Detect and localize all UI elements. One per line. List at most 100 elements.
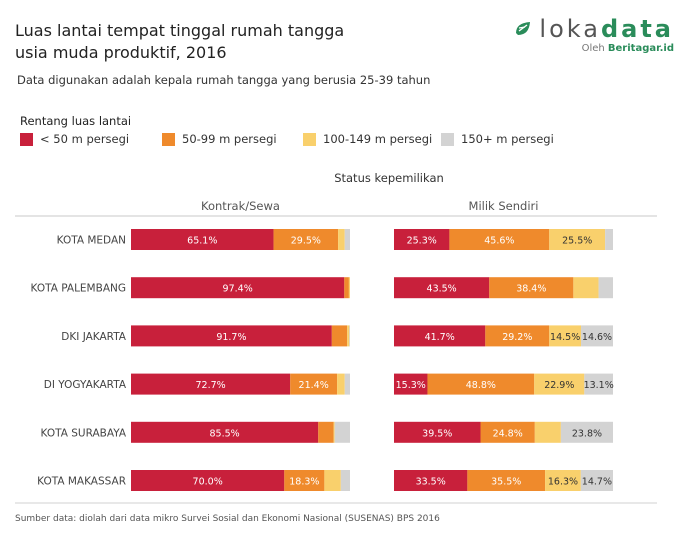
data-label: 70.0% xyxy=(193,477,223,488)
data-label: 14.6% xyxy=(582,332,612,343)
category-label-dki-jakarta: DKI JAKARTA xyxy=(61,331,127,343)
brand-by-prefix: Oleh xyxy=(581,43,605,54)
chart-title-line-2: usia muda produktif, 2016 xyxy=(15,43,227,62)
data-label: 29.2% xyxy=(502,332,532,343)
bar-segment-kontrak-sewa-kota-surabaya-150-m-persegi xyxy=(334,421,350,443)
legend: < 50 m persegi 50-99 m persegi 100-149 m p… xyxy=(20,132,680,150)
source-note: Sumber data: diolah dari data mikro Surv… xyxy=(15,514,440,524)
chart-subtitle: Data digunakan adalah kepala rumah tangg… xyxy=(17,73,431,87)
data-label: 45.6% xyxy=(484,236,514,247)
bar-segment-milik-sendiri-kota-makassar-150-m-persegi xyxy=(580,470,613,491)
panel-header-kontrak-sewa: Kontrak/Sewa xyxy=(201,199,280,213)
data-label: 72.7% xyxy=(196,380,226,391)
bar-segment-milik-sendiri-kota-palembang-150-m-persegi xyxy=(598,277,613,299)
data-label: 15.3% xyxy=(396,380,426,391)
legend-label: 100-149 m persegi xyxy=(323,132,433,146)
data-label: 22.9% xyxy=(544,380,574,391)
data-label: 14.5% xyxy=(550,332,580,343)
bar-segment-kontrak-sewa-kota-makassar-50-m-persegi xyxy=(131,470,285,491)
legend-item-100-149-m-persegi: 100-149 m persegi xyxy=(303,132,432,146)
category-label-kota-palembang: KOTA PALEMBANG xyxy=(31,283,126,295)
legend-label: 50-99 m persegi xyxy=(182,132,277,146)
data-label: 65.1% xyxy=(187,236,217,247)
brand-logo: lokadata Oleh Beritagar.id xyxy=(513,16,674,54)
brand-wordmark: lokadata xyxy=(539,16,674,42)
data-label: 43.5% xyxy=(427,284,457,295)
data-label: 48.8% xyxy=(466,380,496,391)
bar-segment-milik-sendiri-kota-medan-150-m-persegi xyxy=(605,229,613,250)
data-label: 23.8% xyxy=(572,428,602,439)
bar-segment-kontrak-sewa-kota-surabaya-100-149-m-persegi xyxy=(333,421,335,443)
bar-segment-kontrak-sewa-kota-palembang-50-m-persegi xyxy=(131,277,345,299)
bar-segment-kontrak-sewa-dki-jakarta-50-m-persegi xyxy=(131,325,332,347)
bar-segment-milik-sendiri-kota-surabaya-50-99-m-persegi xyxy=(480,421,535,443)
bar-segment-kontrak-sewa-kota-medan-50-m-persegi xyxy=(131,229,274,250)
bar-segment-kontrak-sewa-di-yogyakarta-50-m-persegi xyxy=(131,373,291,395)
bar-segment-milik-sendiri-dki-jakarta-150-m-persegi xyxy=(581,325,613,347)
bar-segment-kontrak-sewa-kota-medan-150-m-persegi xyxy=(344,229,350,250)
brand-by-name: Beritagar.id xyxy=(607,43,674,54)
bar-segment-milik-sendiri-kota-makassar-100-149-m-persegi xyxy=(545,470,581,491)
category-label-di-yogyakarta: DI YOGYAKARTA xyxy=(44,379,127,391)
bar-segment-milik-sendiri-kota-surabaya-50-m-persegi xyxy=(394,421,481,443)
bar-segment-kontrak-sewa-kota-surabaya-50-99-m-persegi xyxy=(318,421,334,443)
bar-segment-kontrak-sewa-kota-makassar-150-m-persegi xyxy=(340,470,350,491)
data-label: 33.5% xyxy=(416,477,446,488)
data-label: 97.4% xyxy=(223,284,253,295)
bar-segment-kontrak-sewa-kota-surabaya-50-m-persegi xyxy=(131,421,319,443)
legend-item-50-m-persegi: < 50 m persegi xyxy=(20,132,129,146)
legend-label: < 50 m persegi xyxy=(40,132,130,146)
data-label: 41.7% xyxy=(425,332,455,343)
data-label: 13.1% xyxy=(584,380,614,391)
brand-byline: Oleh Beritagar.id xyxy=(513,43,674,54)
chart-title-line-1: Luas lantai tempat tinggal rumah tangga xyxy=(15,21,345,40)
data-label: 85.5% xyxy=(210,428,240,439)
stacked-bar-chart: Status kepemilikan Kontrak/Sewa 65.1% 29.5%… xyxy=(15,171,657,504)
data-label: 21.4% xyxy=(299,380,329,391)
bar-segment-kontrak-sewa-di-yogyakarta-100-149-m-persegi xyxy=(337,373,345,395)
bar-segment-milik-sendiri-kota-medan-50-m-persegi xyxy=(394,229,450,250)
data-label: 16.3% xyxy=(548,477,578,488)
category-label-kota-surabaya: KOTA SURABAYA xyxy=(41,427,127,439)
legend-item-50-99-m-persegi: 50-99 m persegi xyxy=(162,132,277,146)
bar-segment-milik-sendiri-kota-medan-50-99-m-persegi xyxy=(449,229,550,250)
bar-segment-kontrak-sewa-kota-makassar-50-99-m-persegi xyxy=(284,470,325,491)
category-label-kota-makassar: KOTA MAKASSAR xyxy=(37,476,126,488)
bar-segment-milik-sendiri-di-yogyakarta-150-m-persegi xyxy=(584,373,613,395)
chart-title: Luas lantai tempat tinggal rumah tangga … xyxy=(15,20,435,64)
bar-segment-kontrak-sewa-kota-palembang-100-149-m-persegi xyxy=(348,277,350,299)
bar-segment-milik-sendiri-dki-jakarta-50-99-m-persegi xyxy=(485,325,550,347)
panel-header-milik-sendiri: Milik Sendiri xyxy=(469,199,539,213)
bar-segment-milik-sendiri-kota-surabaya-150-m-persegi xyxy=(560,421,613,443)
bar-segment-kontrak-sewa-dki-jakarta-100-149-m-persegi xyxy=(347,325,350,347)
data-label: 24.8% xyxy=(493,428,523,439)
data-label: 35.5% xyxy=(491,477,521,488)
column-group-header: Status kepemilikan xyxy=(334,171,444,185)
bar-segment-milik-sendiri-di-yogyakarta-50-99-m-persegi xyxy=(427,373,535,395)
legend-title: Rentang luas lantai xyxy=(20,114,132,128)
bar-segment-milik-sendiri-di-yogyakarta-100-149-m-persegi xyxy=(534,373,585,395)
bar-segment-milik-sendiri-kota-makassar-50-99-m-persegi xyxy=(467,470,546,491)
data-label: 29.5% xyxy=(291,236,321,247)
brand-word-bold: data xyxy=(600,15,674,43)
lokadata-leaf-icon xyxy=(516,22,531,35)
legend-swatch xyxy=(441,132,454,146)
bar-segment-kontrak-sewa-di-yogyakarta-150-m-persegi xyxy=(344,373,350,395)
data-label: 18.3% xyxy=(289,477,319,488)
brand-word-light: loka xyxy=(539,15,601,43)
bar-segment-kontrak-sewa-dki-jakarta-150-m-persegi xyxy=(349,325,350,347)
bar-segment-milik-sendiri-kota-makassar-50-m-persegi xyxy=(394,470,468,491)
data-label: 38.4% xyxy=(516,284,546,295)
legend-item-150-m-persegi: 150+ m persegi xyxy=(441,132,554,146)
legend-label: 150+ m persegi xyxy=(461,132,554,146)
category-label-kota-medan: KOTA MEDAN xyxy=(57,235,126,247)
data-label: 39.5% xyxy=(422,428,452,439)
data-label: 25.3% xyxy=(407,236,437,247)
bar-segment-milik-sendiri-dki-jakarta-50-m-persegi xyxy=(394,325,486,347)
bar-segment-kontrak-sewa-kota-palembang-50-99-m-persegi xyxy=(344,277,349,299)
legend-swatch xyxy=(20,132,33,146)
data-label: 25.5% xyxy=(562,236,592,247)
legend-swatch xyxy=(303,132,316,146)
bar-segment-milik-sendiri-kota-palembang-100-149-m-persegi xyxy=(573,277,599,299)
bar-segment-kontrak-sewa-di-yogyakarta-50-99-m-persegi xyxy=(290,373,338,395)
